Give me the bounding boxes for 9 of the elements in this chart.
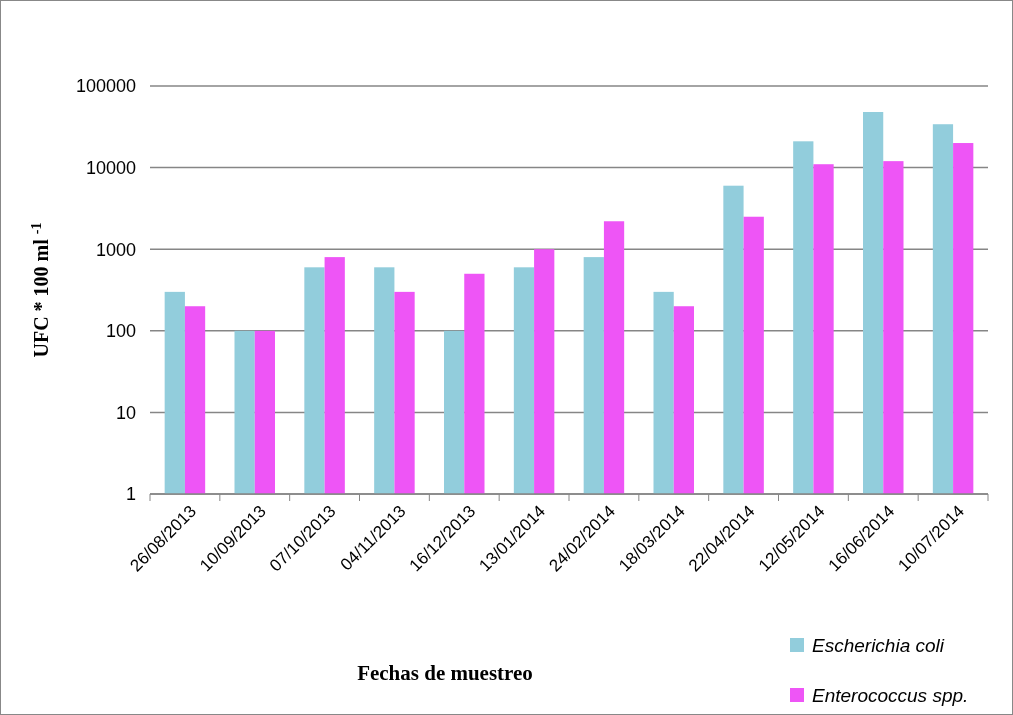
y-tick-label: 100000: [75, 76, 136, 97]
y-tick-label: 100: [105, 321, 136, 342]
legend-label: Enterococcus spp.: [812, 684, 969, 706]
legend-label: Escherichia coli: [812, 634, 945, 656]
x-axis-title: Fechas de muestreo: [357, 661, 533, 685]
y-tick-label: 10000: [85, 157, 136, 178]
y-tick-label: 1000: [95, 239, 136, 260]
y-tick-label: 10: [115, 402, 136, 423]
y-tick-label: 1: [125, 484, 136, 505]
